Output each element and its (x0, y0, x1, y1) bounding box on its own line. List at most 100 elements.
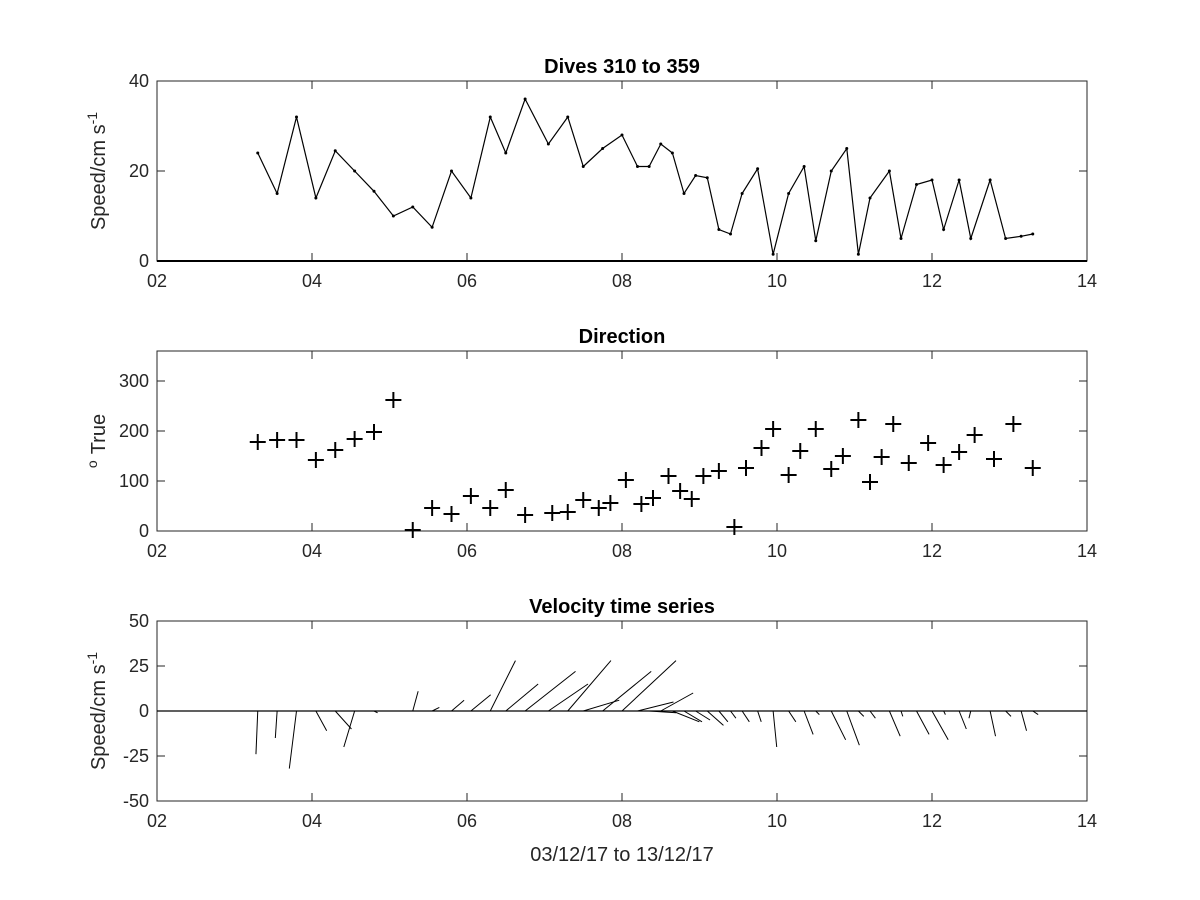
speed-point (705, 176, 709, 180)
speed-point (391, 214, 395, 218)
direction-marker (346, 431, 363, 447)
velocity-stick (431, 706, 440, 712)
velocity-stick (916, 710, 930, 735)
velocity-stick (274, 710, 278, 739)
velocity-stick (621, 660, 677, 712)
velocity-stick (989, 710, 997, 737)
direction-marker (517, 507, 534, 523)
velocity-stick (730, 710, 737, 719)
direction-marker (482, 500, 499, 516)
velocity-stick (830, 710, 847, 741)
x-tick-label: 02 (147, 541, 167, 561)
x-tick-label: 10 (767, 811, 787, 831)
speed-point (314, 196, 318, 200)
speed-point (523, 97, 527, 101)
y-axis-label-text: Speed/cm s (88, 664, 110, 770)
speed-point (845, 147, 849, 150)
speed-point (546, 142, 550, 146)
x-tick-label: 06 (457, 541, 477, 561)
velocity-stick (757, 710, 762, 722)
velocity-stick (524, 671, 576, 712)
velocity-stick (815, 710, 820, 715)
velocity-stick (637, 701, 674, 712)
speed-point (469, 196, 473, 200)
speed-point (659, 142, 663, 146)
direction-marker (738, 460, 754, 476)
direction-marker (249, 434, 266, 450)
velocity-stick (1032, 710, 1039, 716)
y-axis-label-superscript: -1 (84, 652, 100, 665)
speed-point (411, 205, 415, 209)
velocity-stick (548, 683, 589, 712)
velocity-stick (255, 710, 259, 755)
y-tick-label: 25 (129, 656, 149, 676)
y-tick-label: 200 (119, 421, 149, 441)
velocity-stick (943, 710, 946, 715)
velocity-stick (334, 710, 352, 730)
velocity-stick (772, 710, 778, 748)
direction-marker (765, 421, 782, 437)
chart-title: Dives 310 to 359 (544, 56, 700, 78)
velocity-stick (1020, 710, 1028, 731)
speed-point (670, 151, 674, 155)
direction-marker (807, 421, 824, 437)
x-tick-label: 02 (147, 271, 167, 291)
speed-point (450, 169, 453, 173)
direction-marker (792, 443, 809, 459)
speed-point (430, 225, 434, 229)
speed-point (620, 133, 624, 137)
direction-marker (823, 461, 840, 477)
y-axis-label: Speed/cm s-1 (84, 652, 110, 770)
velocity-stick (602, 671, 652, 712)
velocity-stick (888, 710, 901, 737)
speed-point (957, 178, 961, 182)
direction-marker (645, 490, 661, 506)
chart-title: Velocity time series (529, 596, 715, 618)
y-tick-label: -50 (123, 791, 149, 811)
velocity-stick (649, 710, 677, 714)
velocity-stick (315, 710, 328, 732)
speed-point (566, 115, 570, 119)
x-tick-label: 08 (612, 271, 632, 291)
direction-marker (672, 483, 689, 499)
speed-point (829, 169, 833, 173)
direction-marker (966, 427, 983, 443)
x-tick-label: 10 (767, 271, 787, 291)
velocity-stick (660, 692, 694, 712)
velocity-stick (931, 710, 949, 741)
y-tick-label: 300 (119, 371, 149, 391)
speed-point (682, 192, 686, 195)
direction-marker (327, 442, 344, 458)
x-tick-label: 08 (612, 541, 632, 561)
direction-marker (602, 495, 619, 511)
velocity-stick (695, 710, 711, 721)
y-tick-label: 20 (129, 161, 149, 181)
velocity-stick (788, 710, 797, 723)
speed-point (636, 165, 639, 168)
direction-marker (660, 468, 677, 484)
x-tick-label: 10 (767, 541, 787, 561)
speed-point (694, 174, 698, 177)
direction-panel: 02 04 06 08 10 12 14 0 100 200 300 Direction o True (84, 326, 1097, 561)
y-tick-label: 0 (139, 521, 149, 541)
direction-marker (1005, 416, 1022, 432)
speed-point (868, 196, 872, 200)
speed-point (275, 192, 279, 195)
speed-point (353, 169, 357, 173)
direction-marker (683, 491, 700, 507)
axes-box (156, 80, 1088, 262)
direction-marker (1024, 460, 1041, 476)
velocity-panel: 02 04 06 08 10 12 14 -50 -25 0 25 50 Velocity time s… (84, 596, 1097, 866)
x-tick-label: 04 (302, 811, 322, 831)
x-tick-label: 14 (1077, 811, 1097, 831)
direction-marker (288, 432, 305, 448)
speed-point (899, 237, 903, 240)
x-tick-label: 14 (1077, 271, 1097, 291)
y-tick-label: -25 (123, 746, 149, 766)
velocity-stick (288, 710, 297, 769)
speed-point (756, 167, 760, 171)
chart-title: Direction (579, 326, 666, 348)
velocity-stick (706, 710, 724, 726)
y-tick-label: 40 (129, 71, 149, 91)
y-axis-label-text: True (88, 414, 110, 454)
